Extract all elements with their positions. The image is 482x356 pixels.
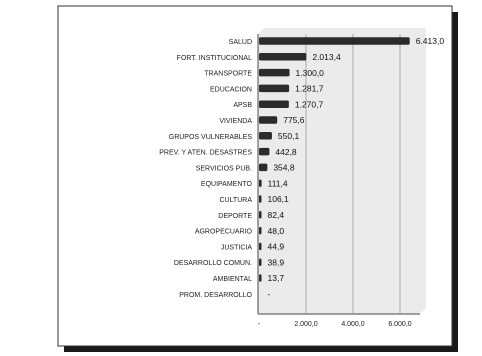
value-label: 111,4 — [268, 178, 288, 188]
value-label: 48,0 — [268, 226, 285, 236]
bar — [259, 132, 272, 140]
bar — [259, 179, 262, 187]
bar — [259, 37, 410, 45]
category-label: EDUCACION — [210, 86, 252, 93]
category-label: VIVIENDA — [219, 118, 252, 125]
category-label: SERVICIOS PUB. — [196, 165, 252, 172]
value-label: 1.300,0 — [296, 68, 325, 78]
value-label: 6.413,0 — [416, 36, 445, 46]
category-label: DEPORTE — [218, 213, 252, 220]
bar — [259, 85, 289, 93]
value-label: 13,7 — [268, 273, 285, 283]
category-label: TRANSPORTE — [204, 71, 252, 78]
category-label: PREV. Y ATEN. DESASTRES — [159, 150, 252, 157]
category-label: DESARROLLO COMUN. — [174, 260, 252, 267]
value-label: 775,6 — [283, 115, 305, 125]
value-label: 106,1 — [268, 194, 290, 204]
category-label: AMBIENTAL — [213, 276, 252, 283]
category-label: EQUIPAMENTO — [201, 181, 253, 188]
x-tick-label: 6.000,0 — [388, 321, 411, 328]
value-label: 1.281,7 — [295, 84, 324, 94]
category-label: APSB — [233, 102, 252, 109]
bar — [259, 274, 262, 282]
bar — [259, 243, 262, 251]
value-label: 38,9 — [268, 257, 285, 267]
value-label: 2.013,4 — [312, 52, 341, 62]
category-label: FORT. INSTITUCIONAL — [177, 55, 252, 62]
value-label: - — [268, 289, 271, 299]
value-label: 1.270,7 — [295, 99, 324, 109]
bar — [259, 100, 289, 108]
value-label: 550,1 — [278, 131, 300, 141]
x-tick-label: 2.000,0 — [294, 321, 317, 328]
category-label: AGROPECUARIO — [195, 229, 253, 236]
bar — [259, 69, 290, 77]
value-label: 82,4 — [268, 210, 285, 220]
bar — [259, 211, 262, 219]
value-label: 354,8 — [273, 163, 295, 173]
bar — [259, 116, 277, 124]
value-label: 442,8 — [275, 147, 297, 157]
x-tick-label: 4.000,0 — [341, 321, 364, 328]
bar — [259, 195, 262, 203]
bar — [259, 164, 267, 172]
value-label: 44,9 — [268, 242, 285, 252]
category-label: JUSTICIA — [221, 244, 252, 251]
bar — [259, 227, 262, 235]
category-label: SALUD — [229, 39, 252, 46]
bar — [259, 148, 269, 156]
category-label: CULTURA — [219, 197, 252, 204]
category-label: GRUPOS VULNERABLES — [169, 134, 253, 141]
category-label: PROM. DESARROLLO — [179, 292, 252, 299]
bar — [259, 258, 262, 266]
bar — [259, 53, 306, 61]
